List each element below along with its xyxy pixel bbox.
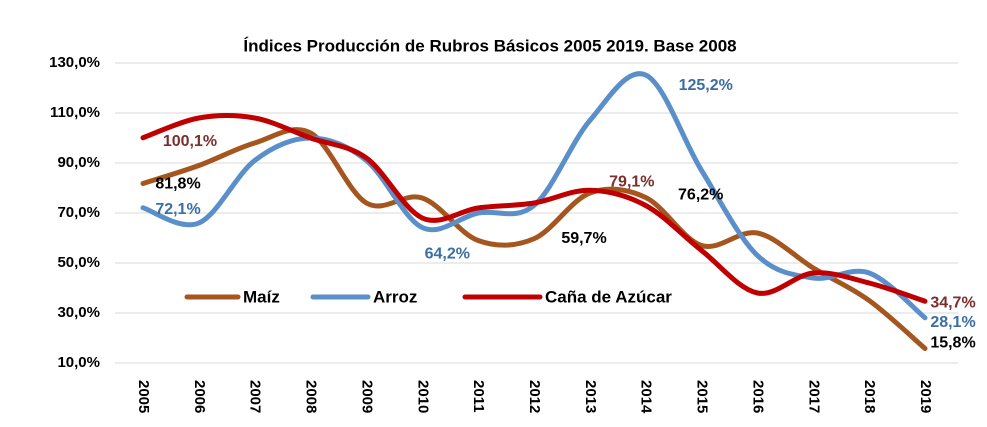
data-label: 15,8%	[930, 335, 975, 352]
legend-label: Arroz	[373, 287, 417, 306]
y-tick-label: 50,0%	[57, 254, 100, 271]
series-line	[140, 127, 928, 351]
x-tick-label: 2006	[191, 380, 208, 413]
x-tick-label: 2010	[414, 380, 431, 413]
legend-label: Maíz	[243, 287, 280, 306]
data-label: 79,1%	[609, 173, 654, 190]
x-tick-label: 2005	[135, 380, 152, 413]
data-label: 72,1%	[155, 201, 200, 218]
y-tick-label: 10,0%	[57, 354, 100, 371]
chart-title: Índices Producción de Rubros Básicos 200…	[243, 36, 736, 55]
x-tick-label: 2018	[861, 380, 878, 413]
legend-label: Caña de Azúcar	[545, 287, 672, 306]
x-tick-label: 2016	[749, 380, 766, 413]
x-tick-label: 2019	[917, 380, 934, 413]
data-label: 28,1%	[930, 314, 975, 331]
x-tick-label: 2017	[805, 380, 822, 413]
x-tick-label: 2007	[247, 380, 264, 413]
data-label: 34,7%	[930, 294, 975, 311]
x-tick-label: 2013	[582, 380, 599, 413]
y-tick-label: 30,0%	[57, 304, 100, 321]
series-line	[140, 113, 928, 304]
data-label: 59,7%	[561, 230, 606, 247]
y-tick-label: 90,0%	[57, 154, 100, 171]
data-label: 81,8%	[155, 176, 200, 193]
series-line	[140, 71, 928, 321]
x-tick-label: 2009	[358, 380, 375, 413]
y-tick-label: 70,0%	[57, 204, 100, 221]
x-tick-label: 2012	[526, 380, 543, 413]
data-label: 125,2%	[679, 77, 733, 94]
data-label: 64,2%	[425, 246, 470, 263]
x-tick-label: 2015	[694, 380, 711, 413]
y-tick-label: 130,0%	[49, 54, 100, 71]
x-tick-label: 2014	[638, 380, 655, 414]
x-tick-label: 2011	[470, 380, 487, 413]
data-label: 100,1%	[163, 133, 217, 150]
y-tick-label: 110,0%	[50, 104, 100, 121]
x-tick-label: 2008	[303, 380, 320, 413]
data-label: 76,2%	[678, 187, 723, 204]
